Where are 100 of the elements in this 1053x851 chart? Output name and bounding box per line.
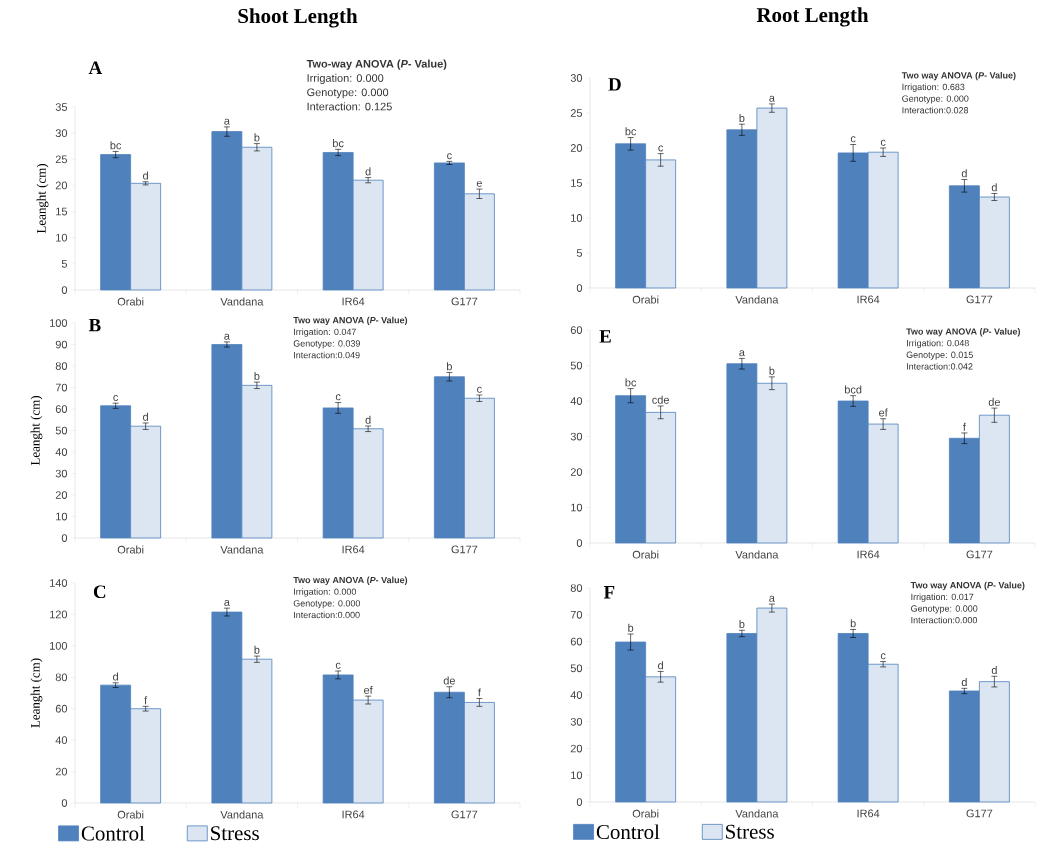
text: Genotype: 0.000 xyxy=(307,88,389,99)
annotation: Irrigation: 0.000 xyxy=(294,588,357,597)
annotation: c xyxy=(880,139,886,146)
y-tick-label: 20 xyxy=(570,144,583,152)
annotation: b xyxy=(850,619,856,628)
annotation: d xyxy=(961,678,967,687)
x-tick-label: IR64 xyxy=(342,810,365,819)
annotation: ef xyxy=(364,685,373,694)
legend-label: Control xyxy=(596,824,660,840)
annotation: a xyxy=(769,595,775,602)
x-tick-label: G177 xyxy=(451,545,478,554)
y-tick-label: 20 xyxy=(55,767,68,776)
y-tick-label: 40 xyxy=(55,448,68,456)
x-tick-label: G177 xyxy=(966,809,993,818)
text: Two-way ANOVA (P- Value) xyxy=(306,59,447,70)
annotation: Genotype: 0.015 xyxy=(906,351,973,360)
annotation: bc xyxy=(333,139,344,148)
x-tick-label: Orabi xyxy=(632,809,659,818)
annotation: C xyxy=(93,585,106,599)
annotation: Interaction:0.000 xyxy=(294,611,360,619)
x-tick-label: Vandana xyxy=(220,810,264,819)
annotation: bc xyxy=(625,127,637,136)
y-tick-label: 40 xyxy=(570,691,583,699)
y-tick-label: 40 xyxy=(570,397,583,405)
annotation: Genotype: 0.039 xyxy=(293,340,360,349)
annotation: Two way ANOVA (P- Value) xyxy=(910,581,1025,591)
y-tick-label: 70 xyxy=(570,610,583,619)
annotation: Interaction:0.000 xyxy=(911,616,978,624)
annotation: b xyxy=(628,623,634,632)
annotation: b xyxy=(769,366,775,375)
annotation: Irrigation: 0.048 xyxy=(906,339,969,349)
annotation: d xyxy=(658,661,663,670)
y-tick-label: 20 xyxy=(570,468,583,476)
y-tick-label: 0 xyxy=(576,539,583,547)
y-tick-label: 10 xyxy=(56,512,68,521)
annotation: c xyxy=(658,145,664,152)
annotation: d xyxy=(143,171,148,180)
annotation: Two way ANOVA (P- Value) xyxy=(901,71,1016,81)
y-tick-label: 30 xyxy=(55,469,68,478)
y-tick-label: 5 xyxy=(61,260,68,268)
y-axis-title: Leanght (cm) xyxy=(30,658,43,728)
y-tick-label: 0 xyxy=(576,284,583,292)
y-tick-label: 40 xyxy=(55,736,68,745)
x-tick-label: G177 xyxy=(451,810,478,819)
y-tick-label: 100 xyxy=(50,319,68,327)
x-tick-label: Vandana xyxy=(220,297,264,306)
annotation: de xyxy=(988,397,1000,406)
annotation: a xyxy=(739,350,745,357)
y-tick-label: 10 xyxy=(56,233,68,242)
y-tick-label: 90 xyxy=(55,340,68,349)
x-tick-label: IR64 xyxy=(342,297,365,306)
annotation: cde xyxy=(652,395,669,404)
y-axis-title: Leanght (cm) xyxy=(36,164,49,234)
annotation: Two way ANOVA (P- Value) xyxy=(293,576,408,585)
annotation: c xyxy=(335,662,341,669)
y-tick-label: 20 xyxy=(55,491,68,499)
annotation: Genotype: 0.000 xyxy=(902,95,969,104)
annotation: b xyxy=(254,645,260,654)
annotation: D xyxy=(608,78,621,91)
y-tick-label: 30 xyxy=(570,717,583,726)
annotation: c xyxy=(447,153,452,160)
y-tick-label: 140 xyxy=(50,579,68,587)
annotation: a xyxy=(224,333,230,340)
annotation: d xyxy=(365,415,371,424)
annotation: d xyxy=(365,167,371,176)
y-tick-label: 0 xyxy=(61,799,68,807)
y-tick-label: 20 xyxy=(55,181,68,190)
x-tick-label: IR64 xyxy=(857,295,880,304)
y-tick-label: 80 xyxy=(55,673,68,682)
chart-title: Shoot Length xyxy=(238,8,358,28)
x-tick-label: Vandana xyxy=(220,545,264,554)
y-tick-label: 15 xyxy=(56,207,68,216)
y-tick-label: 35 xyxy=(55,103,68,111)
annotation: Interaction:0.049 xyxy=(294,351,360,359)
annotation: Interaction:0.042 xyxy=(906,363,973,370)
annotation: f xyxy=(478,688,481,697)
legend-label: Stress xyxy=(211,826,259,841)
annotation: bc xyxy=(625,378,637,387)
y-tick-label: 60 xyxy=(570,637,583,646)
annotation: f xyxy=(144,696,148,705)
y-tick-label: 20 xyxy=(570,744,583,753)
chart-title: Root Length xyxy=(756,7,869,27)
y-tick-label: 50 xyxy=(55,426,68,435)
annotation: Genotype: 0.000 xyxy=(911,605,978,614)
y-tick-label: 0 xyxy=(61,534,68,542)
legend-label: Control xyxy=(81,825,145,841)
y-tick-label: 10 xyxy=(571,771,583,780)
annotation: c xyxy=(113,394,119,401)
y-tick-label: 0 xyxy=(61,286,68,294)
y-tick-label: 120 xyxy=(50,610,68,619)
legend-label: Stress xyxy=(726,824,774,839)
y-tick-label: 100 xyxy=(50,641,68,650)
y-tick-label: 60 xyxy=(55,704,68,713)
annotation: a xyxy=(224,599,230,606)
annotation: c xyxy=(335,394,341,401)
annotation: c xyxy=(850,136,856,143)
x-tick-label: Orabi xyxy=(632,550,659,559)
y-tick-label: 25 xyxy=(570,109,583,117)
y-tick-label: 60 xyxy=(570,326,583,334)
annotation: Interaction: 0.125 xyxy=(307,102,392,111)
